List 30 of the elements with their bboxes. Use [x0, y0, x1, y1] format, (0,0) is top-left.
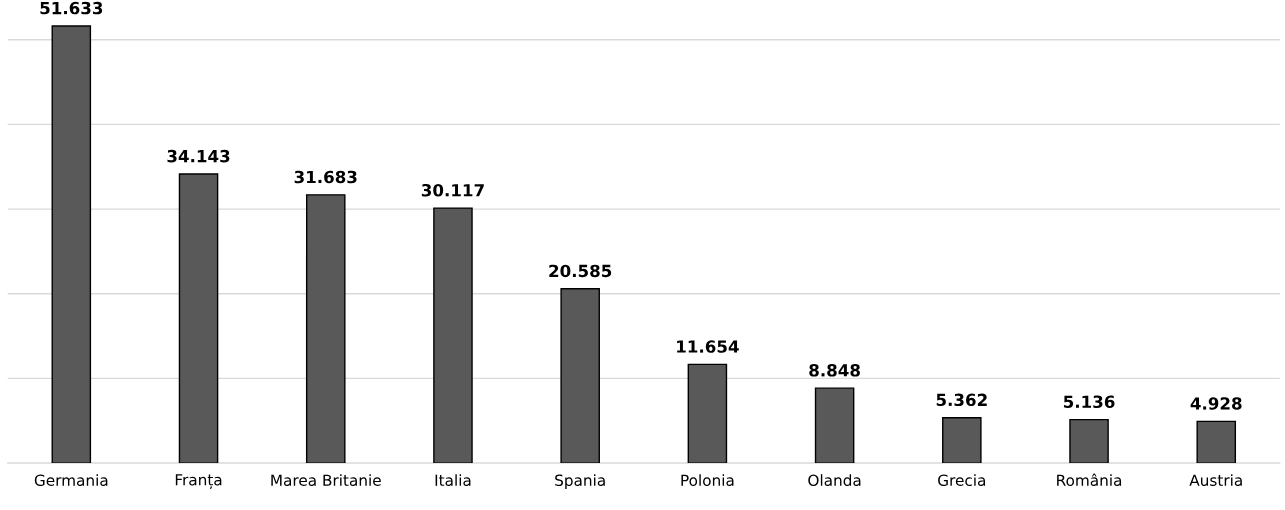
data-label: 51.633: [40, 1, 103, 15]
data-label: 34.143: [167, 149, 230, 163]
data-label: 8.848: [809, 364, 860, 377]
x-tick-label: Polonia: [681, 474, 734, 487]
bar: [560, 288, 600, 464]
data-label: 30.117: [421, 183, 484, 197]
x-tick-label: Spania: [555, 474, 605, 489]
x-tick-label: România: [1057, 473, 1122, 487]
data-label: 5.362: [936, 393, 987, 407]
data-label: 31.683: [294, 170, 357, 184]
bar: [687, 363, 728, 464]
data-label: 20.585: [549, 264, 612, 278]
x-tick-label: Germania: [34, 474, 108, 487]
x-tick-label: Grecia: [938, 474, 986, 487]
x-tick-label: Franța: [175, 474, 222, 489]
bar: [942, 416, 982, 464]
bar: [433, 207, 473, 464]
x-tick-label: Italia: [435, 474, 471, 487]
bar: [178, 173, 219, 464]
bar: [1196, 420, 1237, 464]
bar: [814, 387, 855, 464]
x-tick-label: Olanda: [808, 474, 861, 487]
data-label: 4.928: [1190, 397, 1242, 410]
bar: [51, 25, 92, 464]
bar: [305, 194, 346, 464]
x-tick-label: Austria: [1189, 474, 1242, 487]
data-label: 11.654: [677, 340, 739, 353]
bar: [1069, 418, 1109, 464]
x-tick-label: Marea Britanie: [271, 474, 381, 487]
data-label: 5.136: [1063, 395, 1115, 409]
